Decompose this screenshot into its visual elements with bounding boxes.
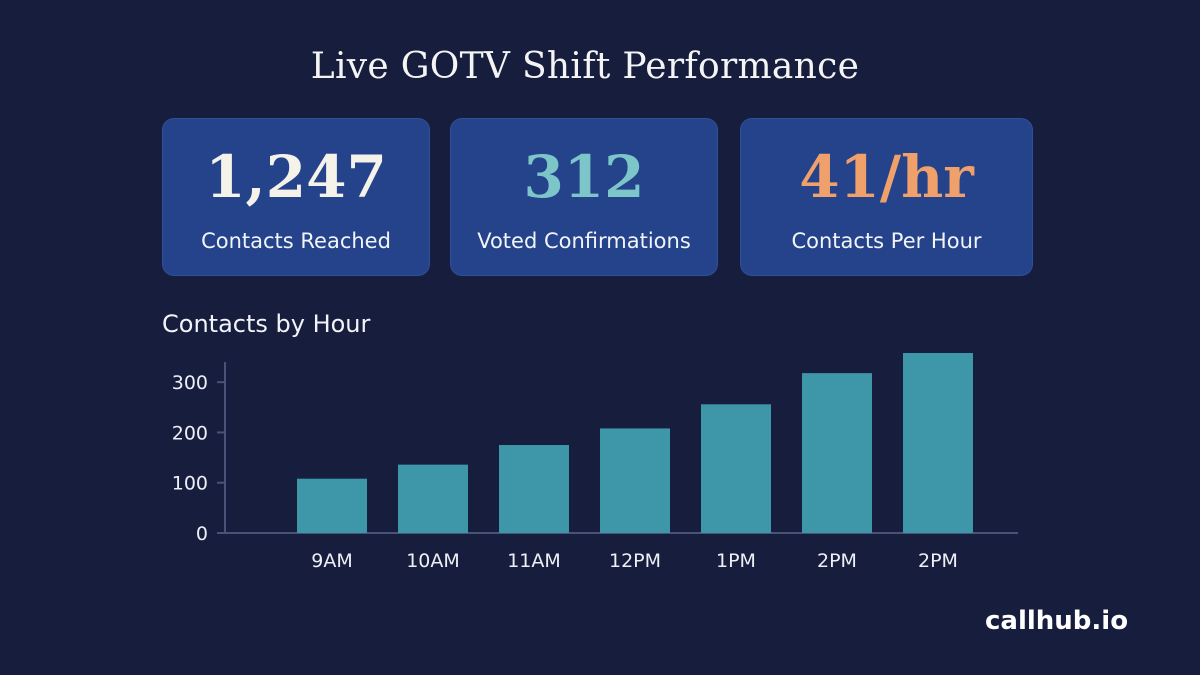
bar <box>600 428 670 533</box>
x-tick-label: 2PM <box>817 550 857 572</box>
bar <box>499 445 569 533</box>
stat-label: Voted Confirmations <box>477 229 691 253</box>
x-tick-label: 2PM <box>918 550 958 572</box>
y-tick-label: 100 <box>172 473 208 495</box>
x-tick-label: 9AM <box>311 550 352 572</box>
x-tick-label: 12PM <box>609 550 661 572</box>
stat-label: Contacts Per Hour <box>791 229 982 253</box>
x-tick-label: 1PM <box>716 550 756 572</box>
stat-value: 41/hr <box>799 143 974 211</box>
bar <box>903 353 973 533</box>
x-tick-label: 11AM <box>507 550 561 572</box>
y-tick-label: 0 <box>196 523 208 545</box>
stat-card-contacts-per-hour: 41/hr Contacts Per Hour <box>740 118 1033 276</box>
page-title: Live GOTV Shift Performance <box>310 46 860 87</box>
x-tick-label: 10AM <box>406 550 460 572</box>
brand-logo-text: callhub.io <box>985 606 1129 636</box>
y-tick-label: 200 <box>172 422 208 444</box>
y-tick-label: 300 <box>172 372 208 394</box>
bar <box>398 464 468 533</box>
bar <box>297 478 367 533</box>
bar <box>701 404 771 533</box>
stat-value: 1,247 <box>205 143 387 211</box>
bar <box>802 373 872 533</box>
stat-value: 312 <box>523 143 645 211</box>
stat-card-voted-confirmations: 312 Voted Confirmations <box>450 118 718 276</box>
stat-card-contacts-reached: 1,247 Contacts Reached <box>162 118 430 276</box>
stat-label: Contacts Reached <box>201 229 391 253</box>
chart-title: Contacts by Hour <box>162 310 371 338</box>
